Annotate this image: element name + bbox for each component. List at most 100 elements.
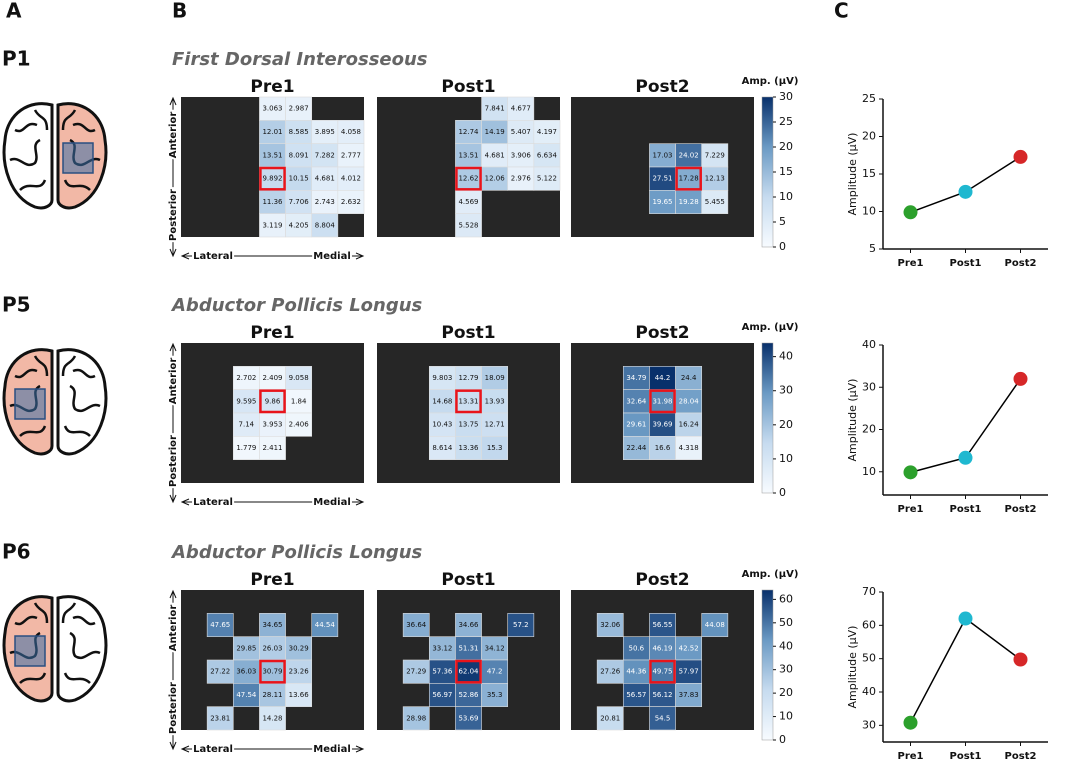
cell-label: 7.282	[315, 151, 335, 159]
cell-label: 18.09	[485, 374, 505, 382]
cell-label: 13.31	[458, 397, 478, 405]
cell-label: 4.681	[485, 151, 505, 159]
cell-label: 2.976	[511, 175, 532, 183]
direction-label: Anterior	[168, 605, 179, 652]
sulcus	[19, 672, 47, 684]
panel-title: Post1	[441, 570, 495, 590]
direction-label: Medial	[313, 497, 351, 508]
cell-label: 9.595	[236, 397, 256, 405]
colorbar-tick-label: 0	[779, 240, 786, 253]
cell-label: 62.04	[458, 668, 479, 676]
colorbar-tick-label: 30	[779, 384, 793, 397]
cell-label: 34.79	[626, 374, 646, 382]
cell-label: 27.22	[210, 668, 230, 676]
brain-icon	[2, 102, 108, 210]
arrow-head	[355, 252, 365, 260]
heatmap-cell	[259, 436, 286, 460]
colorbar-label: Amp. (μV)	[742, 569, 799, 580]
colorbar	[761, 589, 774, 741]
cell-label: 49.75	[652, 668, 672, 676]
colorbar	[761, 342, 774, 494]
direction-label: Medial	[313, 744, 351, 755]
cell-label: 56.55	[652, 621, 672, 629]
cell-label: 56.57	[626, 691, 646, 699]
x-tick-label: Post2	[1005, 504, 1037, 515]
heatmap-cell	[285, 412, 313, 437]
arrow-head	[169, 342, 177, 352]
cell-label: 14.68	[432, 397, 452, 405]
colorbar-tick-label: 0	[779, 733, 786, 746]
cell-label: 52.86	[458, 691, 479, 699]
heatmap-cell	[311, 613, 339, 637]
colorbar-tick-label: 5	[779, 215, 786, 228]
cell-label: 42.52	[679, 644, 699, 652]
direction-label: Lateral	[193, 497, 233, 508]
participant-label: P6	[2, 540, 31, 564]
cell-label: 8.614	[432, 444, 453, 452]
cell-label: 4.012	[341, 175, 361, 183]
cell-label: 12.74	[458, 128, 479, 136]
cell-label: 3.953	[262, 421, 282, 429]
data-point	[903, 715, 918, 730]
highlight-box	[649, 659, 676, 684]
colorbar-tick-label: 40	[779, 639, 793, 652]
cell-label: 12.62	[458, 175, 478, 183]
colorbar-tick-label: 10	[779, 190, 793, 203]
cell-label: 29.85	[236, 644, 256, 652]
brain-icon	[2, 595, 108, 703]
x-tick-label: Post1	[950, 258, 982, 269]
cell-label: 20.81	[600, 714, 620, 722]
arrow-head	[355, 745, 365, 753]
cell-label: 9.058	[289, 374, 309, 382]
cell-label: 13.36	[458, 444, 479, 452]
cell-label: 5.407	[511, 128, 531, 136]
cell-label: 23.81	[210, 714, 230, 722]
heatmap-cell	[455, 706, 482, 731]
cell-label: 5.455	[705, 198, 725, 206]
cell-label: 5.528	[458, 221, 478, 229]
colorbar-tick-label: 60	[779, 592, 793, 605]
heatmap-cell	[455, 213, 482, 238]
arrow-head	[169, 494, 177, 504]
y-tick-label: 20	[862, 423, 876, 436]
cell-label: 33.12	[432, 644, 452, 652]
cell-label: 4.677	[511, 105, 531, 113]
cell-label: 12.06	[485, 175, 506, 183]
sulcus	[19, 179, 47, 191]
colorbar-tick-label: 30	[779, 90, 793, 103]
cell-label: 12.79	[458, 374, 478, 382]
cell-label: 27.26	[600, 668, 621, 676]
arrow-head	[180, 745, 190, 753]
cell-label: 4.205	[289, 221, 309, 229]
cell-label: 32.64	[626, 397, 647, 405]
colorbar-tick-label: 20	[779, 686, 793, 699]
y-axis-label: Amplitude (μV)	[846, 626, 859, 709]
cell-label: 8.585	[289, 128, 309, 136]
data-point	[903, 465, 918, 480]
sulcus	[63, 672, 91, 684]
cell-label: 44.2	[655, 374, 671, 382]
cell-label: 35.3	[487, 691, 503, 699]
heatmap-cell	[259, 706, 286, 731]
direction-label: Medial	[313, 251, 351, 262]
stim-area	[62, 142, 94, 174]
cell-label: 50.6	[629, 644, 645, 652]
sulcus	[63, 425, 91, 437]
panel-label: A	[6, 0, 22, 23]
cell-label: 44.36	[626, 668, 647, 676]
panel-title: Pre1	[250, 323, 294, 343]
y-tick-label: 10	[862, 205, 876, 218]
participant-label: P1	[2, 47, 31, 71]
colorbar-label: Amp. (μV)	[742, 76, 799, 87]
cell-label: 14.28	[262, 714, 282, 722]
heatmap-cell	[337, 190, 365, 214]
cell-label: 7.14	[239, 421, 255, 429]
cell-label: 11.36	[262, 198, 283, 206]
cell-label: 13.66	[289, 691, 310, 699]
cell-label: 3.119	[262, 221, 282, 229]
heatmap-cell	[701, 613, 729, 637]
cell-label: 13.93	[485, 397, 505, 405]
sulcus	[72, 368, 96, 379]
stim-area	[14, 635, 46, 667]
cell-label: 34.66	[458, 621, 479, 629]
